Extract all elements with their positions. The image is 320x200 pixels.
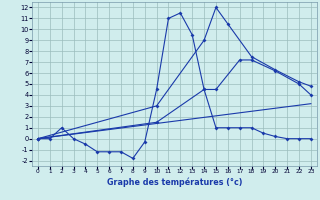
X-axis label: Graphe des températures (°c): Graphe des températures (°c) <box>107 177 242 187</box>
